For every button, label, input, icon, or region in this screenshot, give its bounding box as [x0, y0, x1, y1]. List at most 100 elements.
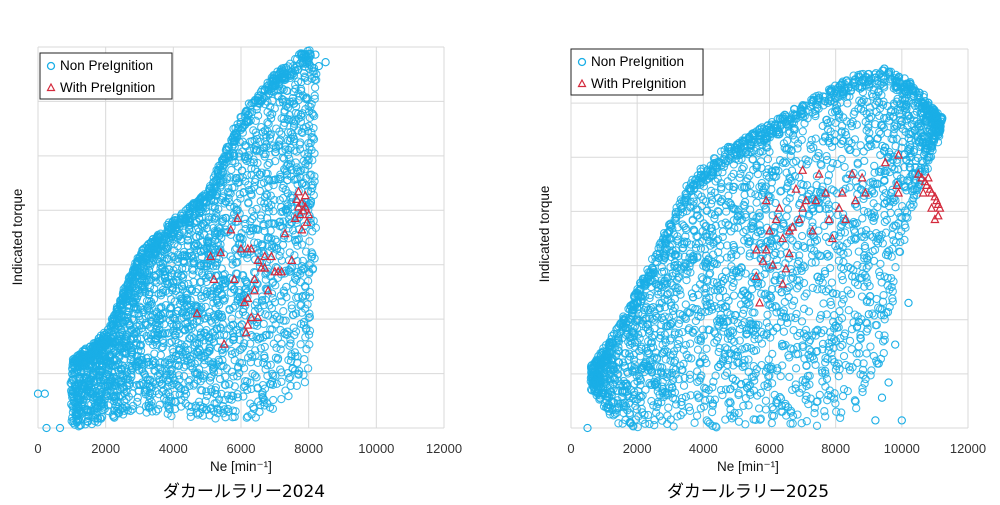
non-preignition-point [297, 300, 306, 309]
non-preignition-point [251, 224, 261, 233]
non-preignition-point [147, 299, 156, 309]
non-preignition-point [134, 386, 144, 395]
non-preignition-point [294, 370, 303, 379]
non-preignition-point [157, 302, 166, 312]
non-preignition-point [218, 344, 227, 354]
non-preignition-point [152, 407, 161, 416]
non-preignition-point [276, 291, 286, 300]
non-preignition-point [135, 302, 145, 311]
non-preignition-point [264, 203, 274, 212]
x-tick-label: 10000 [358, 441, 394, 456]
non-preignition-point [278, 95, 288, 104]
non-preignition-point [195, 346, 205, 355]
non-preignition-point [225, 380, 234, 389]
non-preignition-point [216, 324, 226, 333]
non-preignition-point [307, 128, 316, 137]
non-preignition-point [284, 265, 293, 275]
non-preignition-point [279, 286, 288, 295]
non-preignition-point [254, 335, 263, 344]
non-preignition-point [268, 294, 278, 303]
non-preignition-point [263, 160, 272, 170]
non-preignition-point [167, 354, 176, 363]
non-preignition-point [287, 301, 296, 310]
non-preignition-point [249, 212, 259, 221]
non-preignition-point [263, 361, 272, 370]
non-preignition-point [207, 404, 216, 413]
non-preignition-point [221, 372, 230, 381]
non-preignition-point [144, 391, 153, 400]
x-tick-label: 8000 [294, 441, 323, 456]
non-preignition-point [272, 124, 281, 133]
non-preignition-point [186, 361, 195, 371]
non-preignition-point [122, 332, 131, 341]
non-preignition-point [129, 334, 138, 344]
non-preignition-point [253, 383, 262, 392]
non-preignition-point [226, 321, 236, 330]
non-preignition-point [187, 402, 196, 412]
non-preignition-point [228, 260, 237, 269]
non-preignition-point [246, 339, 255, 348]
non-preignition-point [261, 310, 270, 319]
non-preignition-point [265, 144, 274, 153]
y-axis-title: Indicated torque [10, 189, 25, 286]
non-preignition-point [234, 149, 244, 158]
non-preignition-point [277, 377, 286, 386]
non-preignition-point [305, 312, 315, 322]
non-preignition-point [308, 250, 317, 259]
non-preignition-point [175, 390, 184, 399]
non-preignition-point [221, 413, 230, 422]
non-preignition-point [265, 176, 274, 185]
non-preignition-point [261, 169, 271, 178]
non-preignition-point [259, 358, 268, 368]
non-preignition-point [296, 173, 305, 182]
non-preignition-point [123, 307, 132, 317]
non-preignition-point [296, 269, 305, 278]
non-preignition-point [250, 164, 260, 174]
non-preignition-point [300, 149, 309, 159]
non-preignition-point [186, 408, 195, 417]
non-preignition-point [236, 233, 245, 243]
non-preignition-point [173, 276, 182, 286]
non-preignition-point [287, 191, 297, 200]
non-preignition-point [180, 356, 189, 365]
non-preignition-point [271, 281, 280, 290]
non-preignition-point [296, 340, 305, 349]
non-preignition-point [90, 399, 100, 409]
non-preignition-point [133, 357, 142, 367]
non-preignition-point [194, 344, 204, 353]
non-preignition-point [170, 397, 179, 406]
non-preignition-point [77, 390, 86, 399]
non-preignition-point [250, 284, 259, 294]
non-preignition-point [135, 315, 144, 325]
non-preignition-series [33, 46, 330, 433]
non-preignition-point [140, 276, 149, 285]
non-preignition-point [204, 215, 214, 224]
non-preignition-point [291, 237, 300, 246]
non-preignition-point [215, 374, 225, 384]
non-preignition-point [177, 294, 187, 303]
non-preignition-point [286, 267, 295, 276]
non-preignition-point [125, 341, 134, 351]
non-preignition-point [185, 225, 194, 235]
non-preignition-point [288, 132, 298, 141]
non-preignition-point [250, 238, 259, 247]
x-tick-labels: 0 2000 4000 6000 8000 10000 12000 [34, 441, 462, 456]
non-preignition-point [280, 106, 289, 115]
non-preignition-point [152, 334, 161, 343]
non-preignition-point [305, 143, 314, 152]
non-preignition-point [290, 274, 300, 283]
non-preignition-point [297, 179, 307, 188]
non-preignition-point [106, 391, 115, 400]
non-preignition-point [285, 341, 294, 350]
legend-with-label: With PreIgnition [60, 80, 155, 95]
non-preignition-point [212, 295, 222, 304]
non-preignition-point [294, 126, 303, 135]
non-preignition-point [218, 348, 227, 357]
non-preignition-point [276, 170, 285, 179]
non-preignition-point [263, 107, 272, 117]
non-preignition-point [251, 346, 260, 355]
non-preignition-point [310, 111, 319, 121]
non-preignition-point [127, 389, 137, 398]
non-preignition-point [284, 115, 293, 125]
non-preignition-point [226, 189, 235, 198]
